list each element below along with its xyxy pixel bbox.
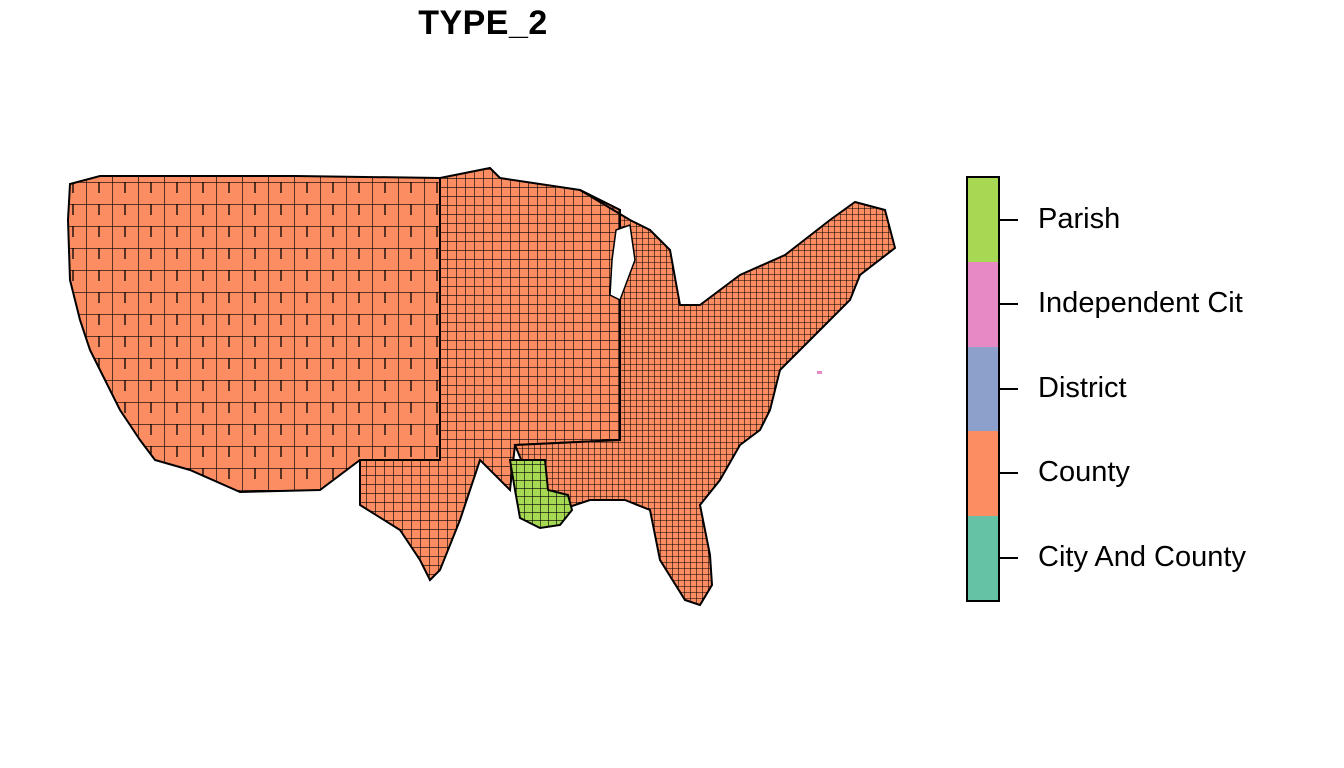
legend-tick [998, 219, 1018, 221]
legend-tick [998, 557, 1018, 559]
louisiana-parishes [508, 459, 574, 530]
western-us-region [66, 175, 441, 494]
legend-label-county: County [1038, 456, 1130, 488]
legend-colorbar [966, 176, 1000, 602]
eastern-us-region [513, 189, 897, 607]
legend-label-city-and-county: City And County [1038, 541, 1246, 573]
us-counties-map [66, 166, 897, 607]
legend-swatch-independent-city [968, 262, 998, 347]
legend-tick [998, 388, 1018, 390]
lake-michigan [609, 223, 636, 302]
independent-city-marker [817, 371, 822, 374]
legend-swatch-county [968, 431, 998, 516]
legend-label-independent-city: Independent Cit [1038, 287, 1243, 319]
legend-swatch-parish [968, 178, 998, 263]
map-title: TYPE_2 [418, 4, 548, 42]
central-us-region [359, 166, 621, 582]
legend-tick [998, 472, 1018, 474]
legend-label-parish: Parish [1038, 203, 1121, 235]
legend-swatch-city-and-county [968, 515, 998, 600]
legend-label-district: District [1038, 372, 1127, 404]
legend-tick [998, 303, 1018, 305]
legend-swatch-district [968, 346, 998, 432]
